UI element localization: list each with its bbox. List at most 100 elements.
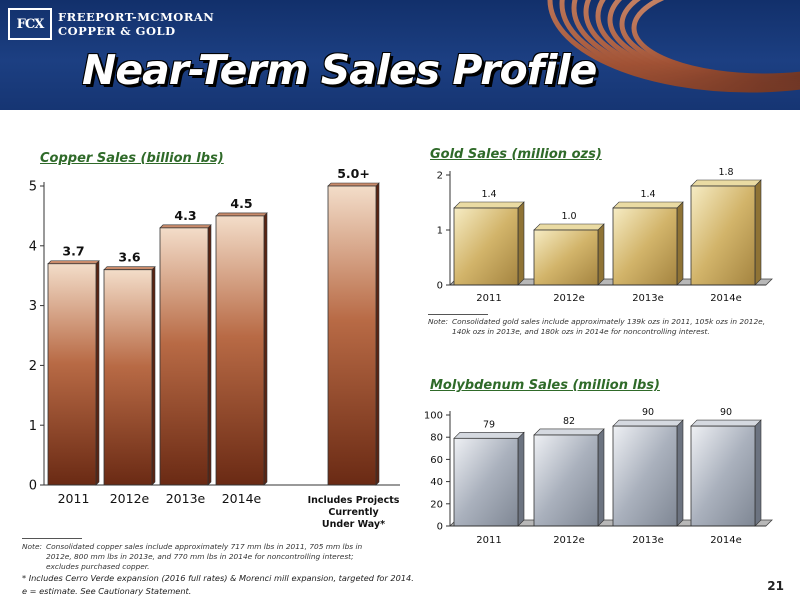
data-label: 79 [483,419,495,430]
bar-side-face [95,260,100,486]
gold-chart-title: Gold Sales (million ozs) [430,147,602,162]
moly-sales-chart: 0 20 40 60 80 100 79 2011 82 2012e 90 2013e 90 2014e [424,407,773,546]
bar-top-face [453,432,525,439]
copper-sales-chart: 0 1 2 3 4 5 3.7 2011 3.6 2012e 4.3 2013e 4.5 2014e 5.0… [29,166,400,530]
category-label: Includes Projects [308,495,400,506]
bar [453,437,519,527]
category-label: 2012e [553,535,585,546]
data-label: 4.3 [174,208,196,223]
category-label: 2013e [166,491,206,506]
copper-coil-image [547,0,800,93]
bar-side-face [517,431,525,527]
page-number: 21 [767,579,784,593]
bar-top-face [159,224,212,229]
bar-side-face [754,179,762,286]
data-label: 3.6 [118,250,140,265]
category-label: 2013e [632,293,664,304]
bar-side-face [597,428,605,527]
logo-mark: FCX [8,8,52,40]
category-label: 2011 [58,491,90,506]
gold-note-prefix: Note: [428,317,448,326]
footnote-estimate: e = estimate. See Cautionary Statement. [22,586,192,596]
bar-side-face [676,201,684,286]
page-title: Near-Term Sales Profile [82,46,597,94]
category-label: 2014e [710,293,742,304]
company-logo: FCX FREEPORT-MCMORAN COPPER & GOLD [8,8,214,40]
bar-top-face [327,182,380,187]
bar [215,215,265,486]
bar-side-face [676,419,684,527]
gold-note-rule [428,314,488,315]
bar [103,269,153,486]
data-label: 5.0+ [337,166,370,181]
bar-side-face [375,182,380,486]
bar [690,185,756,286]
y-tick-label: 0 [29,479,37,494]
bar [533,229,599,286]
bar-top-face [47,260,100,265]
y-tick-label: 100 [424,411,443,422]
copper-note-text: Consolidated copper sales include approx… [46,542,363,571]
category-label: Under Way* [322,519,385,530]
category-label: 2012e [553,293,585,304]
header-banner: FCX FREEPORT-MCMORAN COPPER & GOLD Near-… [0,0,800,110]
bar-top-face [612,201,684,209]
bar-top-face [690,179,762,187]
data-label: 1.4 [481,189,496,200]
category-label: 2011 [476,293,501,304]
category-label: Currently [328,507,379,518]
y-tick-label: 1 [29,419,37,434]
bar-top-face [453,201,525,209]
data-label: 90 [720,407,732,418]
category-label: 2014e [222,491,262,506]
bar [612,425,678,527]
y-tick-label: 2 [29,359,37,374]
moly-chart-title: Molybdenum Sales (million lbs) [430,378,660,393]
logo-line-2: COPPER & GOLD [58,24,176,38]
bar [159,227,209,486]
y-tick-label: 1 [437,226,443,237]
bar [47,263,97,486]
bar-top-face [690,419,762,427]
category-label: 2012e [110,491,150,506]
gold-note-text: Consolidated gold sales include approxim… [452,317,766,336]
data-label: 90 [642,407,654,418]
bar-top-face [103,266,156,271]
category-label: 2011 [476,535,501,546]
category-label: 2014e [710,535,742,546]
bar [533,434,599,527]
y-tick-label: 3 [29,299,37,314]
bar-side-face [754,419,762,527]
bar-top-face [612,419,684,427]
footnote-projects: * Includes Cerro Verde expansion (2016 f… [22,573,414,583]
data-label: 1.8 [718,167,733,178]
copper-note-rule [22,538,82,539]
y-tick-label: 80 [430,433,443,444]
y-tick-label: 20 [430,499,443,510]
y-tick-label: 5 [29,180,37,195]
bar-side-face [263,212,268,486]
bar-side-face [151,265,156,486]
data-label: 3.7 [62,244,84,259]
bar-side-face [517,201,525,286]
bar [612,207,678,286]
logo-line-1: FREEPORT-MCMORAN [58,10,215,24]
category-label: 2013e [632,535,664,546]
copper-chart-title: Copper Sales (billion lbs) [40,151,224,166]
data-label: 4.5 [230,196,252,211]
copper-note: Note: Consolidated copper sales include … [22,542,382,572]
bar-top-face [215,212,268,217]
y-tick-label: 4 [29,239,37,254]
gold-sales-chart: 0 1 2 1.4 2011 1.0 2012e 1.4 2013e 1.8 2014e [437,167,773,304]
bar-top-face [533,223,605,231]
copper-note-prefix: Note: [22,542,42,551]
bar [327,185,377,486]
bar-side-face [597,223,605,286]
y-tick-label: 40 [430,477,443,488]
bar [453,207,519,286]
data-label: 82 [563,416,575,427]
data-label: 1.0 [561,211,576,222]
gold-note: Note: Consolidated gold sales include ap… [428,317,778,341]
y-tick-label: 0 [437,522,443,533]
bar-top-face [533,428,605,436]
